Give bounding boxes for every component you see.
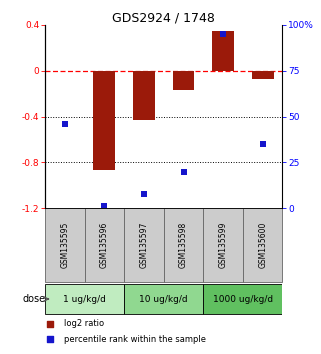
Text: GSM135596: GSM135596 [100,222,109,268]
Text: GSM135599: GSM135599 [219,222,228,268]
Text: dose: dose [22,294,46,304]
Text: 10 ug/kg/d: 10 ug/kg/d [139,295,188,303]
Bar [133,71,155,120]
Bar [45,208,84,282]
Bar [84,208,124,282]
Point [260,141,265,147]
Bar [45,285,124,314]
Bar [203,208,243,282]
Bar [173,71,195,90]
Bar [252,71,273,79]
Point [221,31,226,37]
Bar [212,30,234,71]
Text: 1 ug/kg/d: 1 ug/kg/d [63,295,106,303]
Bar [124,208,164,282]
Point [141,191,146,196]
Point [181,169,186,175]
Title: GDS2924 / 1748: GDS2924 / 1748 [112,12,215,25]
Point [62,121,67,127]
Point [47,321,52,327]
Text: percentile rank within the sample: percentile rank within the sample [64,335,206,344]
Bar [93,71,115,170]
Bar [164,208,203,282]
Bar [203,285,282,314]
Bar [243,208,282,282]
Point [47,336,52,342]
Bar [124,285,203,314]
Text: GSM135595: GSM135595 [60,222,69,268]
Text: 1000 ug/kg/d: 1000 ug/kg/d [213,295,273,303]
Point [102,204,107,209]
Text: GSM135600: GSM135600 [258,222,267,268]
Text: GSM135597: GSM135597 [139,222,148,268]
Text: log2 ratio: log2 ratio [64,319,104,329]
Text: GSM135598: GSM135598 [179,222,188,268]
